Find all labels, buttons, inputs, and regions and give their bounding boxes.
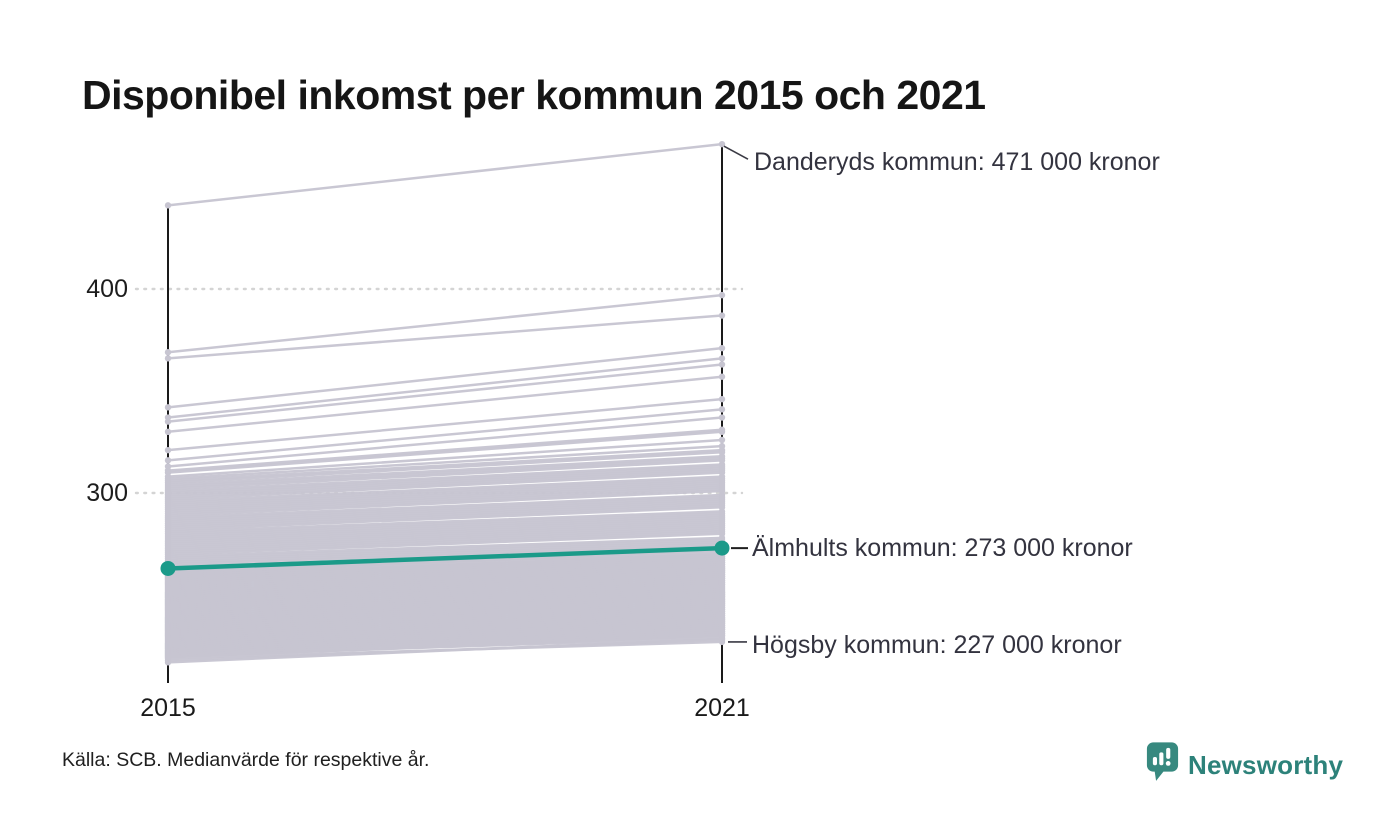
y-axis-tick-300: 300: [86, 479, 128, 507]
x-axis-label-2021: 2021: [694, 694, 750, 722]
newsworthy-barchart-pin-icon: [1146, 741, 1179, 789]
annotation-hogsby: Högsby kommun: 227 000 kronor: [752, 631, 1122, 659]
annotation-danderyd: Danderyds kommun: 471 000 kronor: [754, 148, 1160, 176]
y-axis-tick-400: 400: [86, 275, 128, 303]
source-note: Källa: SCB. Medianvärde för respektive å…: [62, 749, 430, 771]
annotation-almhult: Älmhults kommun: 273 000 kronor: [752, 534, 1133, 562]
newsworthy-logo[interactable]: Newsworthy: [1146, 741, 1343, 789]
x-axis-label-2015: 2015: [140, 694, 196, 722]
newsworthy-wordmark: Newsworthy: [1188, 749, 1344, 780]
page-title: Disponibel inkomst per kommun 2015 och 2…: [82, 72, 986, 118]
